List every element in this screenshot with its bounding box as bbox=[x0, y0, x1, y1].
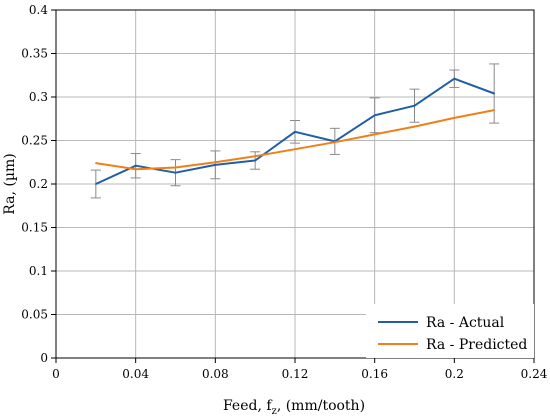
data-point bbox=[254, 159, 256, 162]
x-axis-title: Feed, fz, (mm/tooth) bbox=[223, 398, 365, 417]
legend-box bbox=[366, 304, 534, 358]
legend-label-actual: Ra - Actual bbox=[426, 315, 505, 331]
x-axis-title-main: Feed, f bbox=[223, 398, 273, 414]
data-point bbox=[493, 109, 495, 111]
data-point bbox=[453, 77, 456, 80]
x-axis-title-subscript: z bbox=[272, 406, 277, 417]
data-point bbox=[294, 148, 296, 150]
y-tick-label: 0.35 bbox=[21, 47, 48, 61]
data-point bbox=[294, 131, 296, 133]
y-tick-label: 0 bbox=[40, 351, 48, 365]
x-tick-label: 0 bbox=[52, 367, 60, 381]
legend-label-predicted: Ra - Predicted bbox=[426, 337, 527, 353]
data-point bbox=[174, 171, 177, 174]
data-point bbox=[254, 155, 256, 157]
x-tick-label: 0.08 bbox=[202, 367, 229, 381]
series-group bbox=[90, 63, 500, 199]
y-axis-title: Ra, (µm) bbox=[2, 153, 18, 214]
legend: Ra - Actual Ra - Predicted bbox=[366, 304, 534, 358]
y-tick-label: 0.05 bbox=[21, 308, 48, 322]
data-point bbox=[174, 166, 177, 169]
data-point bbox=[214, 161, 217, 164]
x-tick-label: 0.12 bbox=[282, 367, 309, 381]
y-tick-label: 0.3 bbox=[29, 90, 48, 104]
x-axis-title-suffix: , (mm/tooth) bbox=[277, 398, 365, 414]
y-tick-label: 0.2 bbox=[29, 177, 48, 191]
data-point bbox=[413, 125, 416, 128]
x-tick-label: 0.24 bbox=[521, 367, 548, 381]
y-tick-label: 0.15 bbox=[21, 221, 48, 235]
data-point bbox=[413, 104, 416, 107]
data-point bbox=[134, 164, 137, 167]
data-point bbox=[134, 168, 137, 171]
data-point bbox=[453, 117, 456, 119]
data-point bbox=[214, 164, 217, 166]
y-tick-label: 0.4 bbox=[29, 3, 48, 17]
y-tick-label: 0.1 bbox=[29, 264, 48, 278]
y-tick-label: 0.25 bbox=[21, 134, 48, 148]
x-tick-label: 0.2 bbox=[445, 367, 464, 381]
data-point bbox=[95, 162, 97, 164]
x-tick-label: 0.04 bbox=[122, 367, 149, 381]
data-point bbox=[95, 183, 97, 185]
x-tick-label: 0.16 bbox=[361, 367, 388, 381]
data-point bbox=[334, 141, 336, 144]
axes: 0 0.04 0.08 0.12 0.16 0.2 0.24 0 0.05 0.1 0.15 0.2 0… bbox=[21, 3, 547, 381]
data-point bbox=[373, 114, 376, 117]
data-point bbox=[373, 133, 376, 136]
data-point bbox=[493, 92, 495, 95]
